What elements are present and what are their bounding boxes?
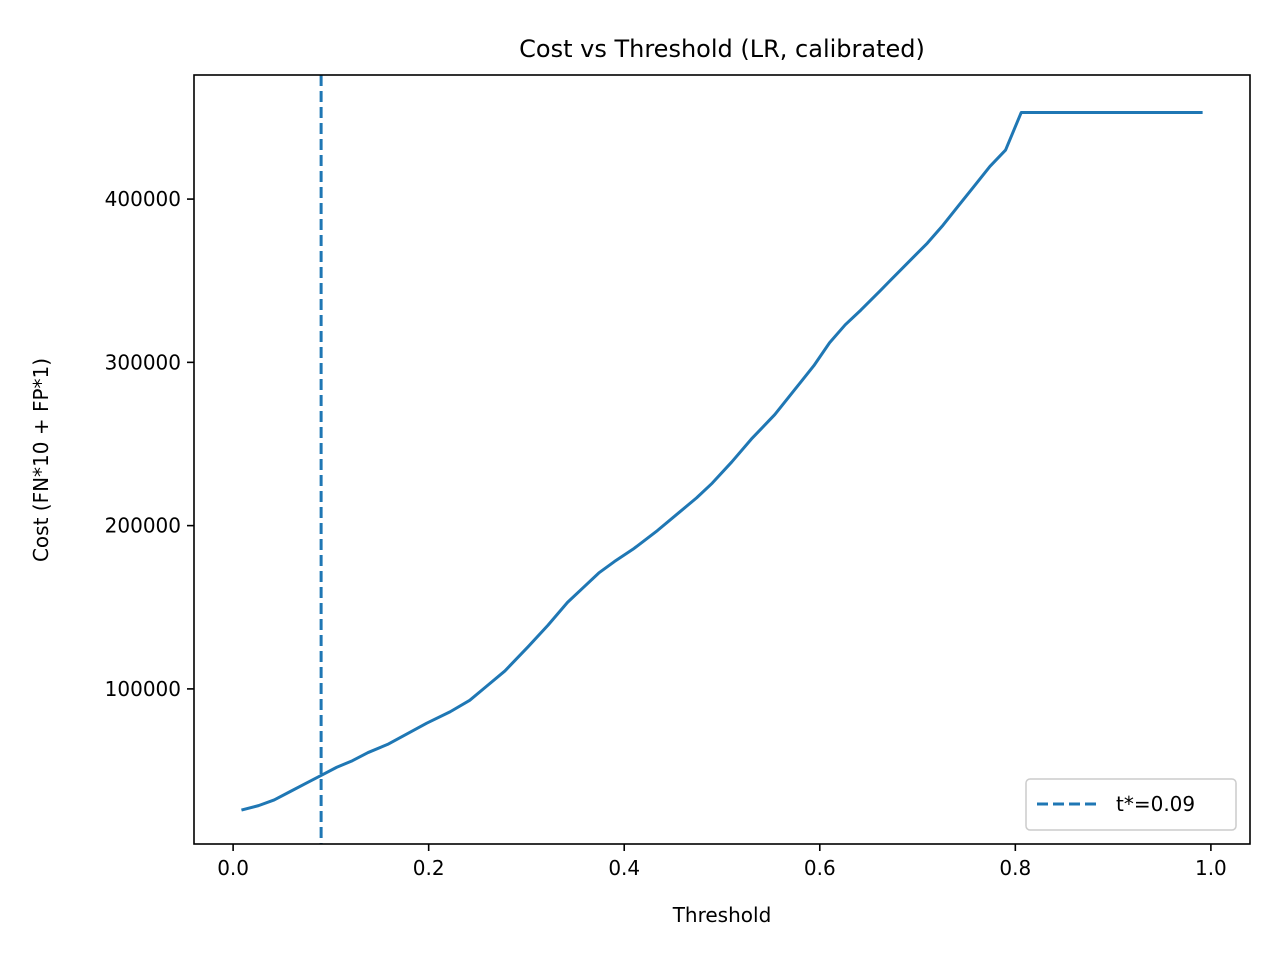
x-tick-label: 0.0 xyxy=(217,856,249,880)
x-tick-label: 1.0 xyxy=(1195,856,1227,880)
plot-frame xyxy=(193,74,1251,845)
series-line-cost xyxy=(241,111,1203,812)
x-tick-label: 0.4 xyxy=(608,856,640,880)
legend-box xyxy=(1025,778,1237,831)
x-axis-label: Threshold xyxy=(672,903,772,927)
x-axis: 0.0 0.2 0.4 0.6 0.8 1.0 xyxy=(217,844,1227,880)
chart-title: Cost vs Threshold (LR, calibrated) xyxy=(519,35,925,63)
x-tick-label: 0.2 xyxy=(413,856,445,880)
y-axis-label: Cost (FN*10 + FP*1) xyxy=(29,358,53,562)
y-axis: 100000 200000 300000 400000 xyxy=(105,187,194,701)
y-tick-label: 100000 xyxy=(105,677,181,701)
legend-label: t*=0.09 xyxy=(1116,792,1195,816)
y-tick-label: 400000 xyxy=(105,187,181,211)
y-tick-label: 200000 xyxy=(105,514,181,538)
plot-area xyxy=(193,74,1251,845)
x-tick-label: 0.8 xyxy=(999,856,1031,880)
y-tick-label: 300000 xyxy=(105,350,181,374)
legend: t*=0.09 xyxy=(1025,778,1237,831)
data-layer xyxy=(241,75,1203,844)
x-tick-label: 0.6 xyxy=(804,856,836,880)
